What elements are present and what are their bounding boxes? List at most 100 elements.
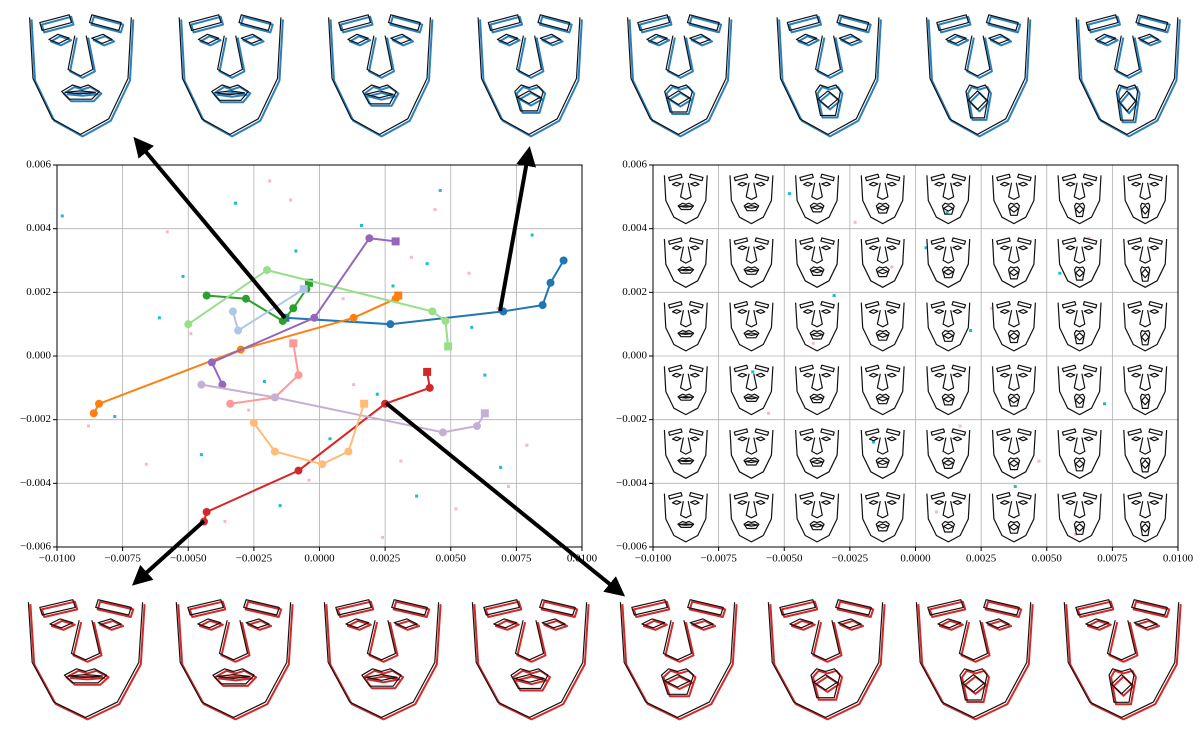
eyebrow <box>1148 173 1163 182</box>
scatter-point <box>60 214 64 218</box>
eyebrow <box>1082 173 1098 182</box>
face-layer <box>27 14 590 721</box>
face <box>1057 173 1102 225</box>
trajectory-point <box>559 256 568 265</box>
nose <box>1115 37 1143 79</box>
face <box>1077 15 1181 138</box>
nose <box>745 246 758 264</box>
x-tick-label: 0.0000 <box>900 553 931 565</box>
eyebrow <box>996 173 1011 182</box>
nose <box>876 182 889 200</box>
eyebrow <box>820 237 835 245</box>
mouth <box>809 520 825 531</box>
trajectory-point <box>202 507 211 516</box>
eyebrow <box>668 428 683 436</box>
eyebrow <box>799 492 814 500</box>
face <box>917 600 1034 721</box>
face <box>860 173 905 225</box>
eye <box>803 309 813 314</box>
mouth <box>1115 84 1139 121</box>
eye <box>737 181 748 187</box>
eye <box>1018 245 1028 251</box>
y-tick-label: −0.004 <box>616 477 647 489</box>
eyebrow <box>95 599 132 616</box>
nose <box>811 437 823 455</box>
eye <box>1131 181 1141 187</box>
face-outline <box>795 493 840 543</box>
mouth-inner <box>962 674 985 693</box>
eyebrow <box>780 600 819 618</box>
mouth-inner <box>1110 674 1133 695</box>
eye <box>1000 181 1010 187</box>
eye <box>840 35 863 47</box>
eye <box>1065 372 1076 378</box>
face-outline <box>860 493 905 543</box>
eye <box>985 618 1010 629</box>
eyebrow <box>996 492 1011 500</box>
scatter-point <box>409 255 413 259</box>
eyebrow <box>39 14 73 31</box>
eyebrow <box>799 301 814 309</box>
eye <box>1149 500 1160 505</box>
eye <box>1083 309 1094 314</box>
eye <box>247 619 273 631</box>
eyebrow <box>799 428 814 436</box>
eye <box>803 436 813 442</box>
trajectory-point <box>386 320 395 329</box>
nose <box>680 182 692 200</box>
eyebrow <box>733 173 749 182</box>
face-outline <box>29 17 132 135</box>
eyebrow <box>96 600 135 618</box>
scatter-point <box>853 220 857 224</box>
mouth <box>677 457 695 465</box>
face-outline <box>729 429 774 479</box>
face <box>30 15 135 138</box>
face <box>663 428 708 479</box>
eyebrow <box>1017 301 1032 309</box>
mouth-inner <box>942 396 954 403</box>
eyebrow <box>1082 364 1098 373</box>
nose <box>876 437 889 455</box>
eyebrow <box>996 301 1011 309</box>
mouth-inner <box>1008 459 1019 467</box>
mouth-inner <box>744 396 758 400</box>
y-tick-label: −0.006 <box>616 541 647 553</box>
eye <box>945 33 967 44</box>
x-tick-label: −0.0075 <box>700 553 737 565</box>
face-outline <box>1123 175 1168 225</box>
mouth <box>743 329 760 339</box>
eye <box>689 33 711 44</box>
eye <box>1018 181 1028 187</box>
face-outline <box>1065 604 1182 721</box>
face-outline <box>663 493 708 543</box>
trajectory-point <box>226 399 235 408</box>
y-tick-label: −0.004 <box>20 477 51 489</box>
scatter-point <box>496 306 500 310</box>
face-outline <box>926 366 971 416</box>
eye <box>737 245 748 251</box>
mouth <box>875 393 890 405</box>
nose <box>745 373 758 391</box>
face <box>776 14 880 135</box>
eyebrow <box>689 364 704 373</box>
eyebrow <box>835 599 872 616</box>
trajectory-point <box>234 326 243 335</box>
eye <box>1065 181 1076 187</box>
scatter-point <box>234 201 237 205</box>
scatter-point <box>890 265 894 269</box>
mouth-inner <box>817 90 839 108</box>
eyebrow <box>799 364 814 373</box>
eyebrow <box>864 301 880 309</box>
eyebrow <box>927 599 964 616</box>
trajectory-point <box>365 234 374 243</box>
eye <box>821 372 831 378</box>
eyebrow <box>637 14 671 31</box>
eyebrow <box>689 428 704 436</box>
mouth-inner <box>218 675 253 682</box>
mouth <box>941 520 955 533</box>
eye <box>690 500 700 505</box>
eyebrow <box>335 599 372 616</box>
arrow <box>498 146 537 312</box>
eyebrow <box>689 173 704 182</box>
eye <box>952 436 963 442</box>
